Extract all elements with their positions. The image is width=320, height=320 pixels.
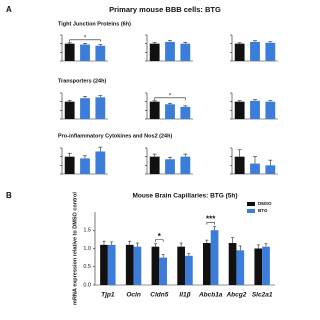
bar	[180, 43, 191, 61]
bar	[250, 163, 260, 174]
x-tick-label: Ocln	[126, 292, 140, 299]
bar	[80, 98, 90, 119]
panel-title: Primary mouse BBB cells: BTG	[109, 5, 221, 14]
bar	[95, 151, 106, 174]
bar	[133, 246, 142, 285]
bar	[80, 158, 90, 174]
bar	[125, 244, 134, 285]
row-title: Transporters (24h)	[58, 78, 106, 84]
x-tick-label: Il1β	[179, 292, 190, 299]
bar	[265, 101, 276, 119]
significance: *	[169, 93, 172, 99]
row-title: Pro-inflammatory Cytokines and Nos2 (24h…	[58, 133, 172, 139]
y-tick-label: 0.5	[83, 264, 91, 270]
bar	[149, 43, 160, 61]
bar	[149, 156, 160, 174]
bar	[234, 43, 245, 61]
bar	[95, 45, 106, 61]
row-title: Tight Junction Proteins (6h)	[58, 21, 131, 27]
bar	[95, 97, 106, 119]
significance: ***	[206, 215, 216, 224]
y-tick-label: 1.5	[83, 228, 91, 234]
bar	[228, 243, 237, 285]
y-tick-label: 0.0	[83, 282, 91, 288]
bar	[254, 248, 263, 285]
bar	[165, 159, 175, 174]
bar	[159, 257, 167, 285]
x-tick-label: Tjp1	[101, 292, 115, 299]
bar	[210, 230, 219, 285]
significance-bracket	[155, 239, 164, 242]
bar	[80, 44, 90, 61]
significance: *	[84, 35, 87, 41]
bar	[151, 246, 160, 285]
bar	[180, 106, 191, 119]
bar	[185, 255, 193, 285]
x-tick-label: Abcb1a	[198, 292, 223, 299]
y-axis-label: mRNA expression relative to DMSO control	[72, 192, 78, 305]
bar	[234, 101, 245, 119]
significance-bracket	[206, 222, 215, 225]
x-tick-label: Cldn5	[150, 292, 168, 299]
bar	[177, 246, 185, 285]
bar	[64, 156, 75, 174]
significance: *	[158, 232, 162, 241]
y-tick-label: 1.0	[83, 246, 91, 252]
chart-title: Mouse Brain Capillaries: BTG (5h)	[132, 193, 237, 200]
significance-bracket	[154, 97, 186, 100]
bar	[149, 101, 160, 119]
bar	[265, 42, 276, 61]
bar	[250, 41, 260, 61]
bar	[165, 41, 175, 61]
bar	[165, 104, 175, 119]
x-tick-label: Slc2a1	[252, 292, 273, 299]
bar	[236, 250, 245, 285]
bar	[262, 246, 270, 285]
bar	[64, 101, 75, 119]
bar	[107, 244, 116, 285]
bar	[64, 43, 75, 61]
legend-label: BTG	[258, 208, 268, 213]
legend-swatch	[247, 202, 255, 206]
panel-label: A	[6, 5, 12, 14]
x-tick-label: Abcg2	[225, 292, 246, 299]
bar	[100, 244, 108, 285]
bar	[203, 243, 211, 285]
panel-label: B	[6, 191, 12, 200]
bar	[234, 156, 245, 174]
bar	[265, 165, 276, 174]
significance-bracket	[69, 39, 101, 42]
legend-swatch	[247, 209, 255, 213]
bar	[180, 156, 191, 174]
bar	[250, 100, 260, 119]
legend-label: DMSO	[258, 201, 272, 206]
